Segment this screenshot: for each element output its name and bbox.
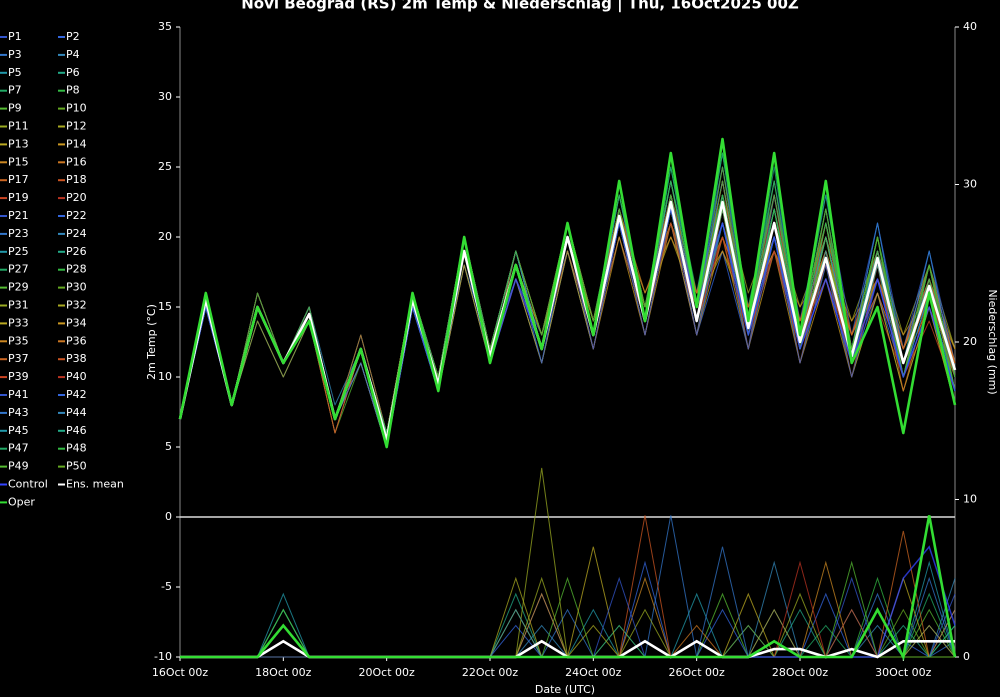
- legend-label: P8: [66, 84, 80, 97]
- legend-label: P33: [8, 316, 29, 329]
- precip-line: [180, 515, 955, 658]
- legend-label: P50: [66, 460, 87, 473]
- legend-label: P31: [8, 299, 29, 312]
- y2-tick-label: 20: [963, 335, 977, 348]
- x-tick-label: 26Oct 00z: [669, 666, 726, 679]
- legend-label: P38: [66, 352, 87, 365]
- legend-label: P39: [8, 370, 29, 383]
- legend-label: P45: [8, 424, 29, 437]
- legend-label: P11: [8, 120, 29, 133]
- legend-label: P47: [8, 442, 29, 455]
- precip-line: [180, 515, 957, 661]
- legend-label: Oper: [8, 495, 35, 508]
- x-tick-label: 22Oct 00z: [462, 666, 519, 679]
- legend-label: P18: [66, 173, 87, 186]
- legend-label: P6: [66, 66, 80, 79]
- y2-tick-label: 0: [963, 650, 970, 663]
- legend-label: P20: [66, 191, 87, 204]
- legend-label: P13: [8, 137, 29, 150]
- y-tick-label: 35: [158, 20, 172, 33]
- legend-label: P27: [8, 263, 29, 276]
- x-tick-label: 18Oct 00z: [255, 666, 312, 679]
- temp-line: [178, 200, 957, 442]
- legend-label: P48: [66, 442, 87, 455]
- precip-line: [180, 515, 956, 658]
- legend-label: P24: [66, 227, 87, 240]
- legend-label: P34: [66, 316, 87, 329]
- temp-line: [178, 137, 957, 449]
- legend-label: P14: [66, 137, 87, 150]
- legend-label: P22: [66, 209, 87, 222]
- x-tick-label: 30Oct 00z: [875, 666, 932, 679]
- legend-label: P7: [8, 84, 22, 97]
- y-tick-label: 5: [165, 440, 172, 453]
- legend-label: P44: [66, 406, 87, 419]
- y-tick-label: -5: [161, 580, 172, 593]
- y2-axis-label: Niederschlag (mm): [986, 289, 999, 394]
- legend-label: P10: [66, 102, 87, 115]
- y2-tick-label: 10: [963, 493, 977, 506]
- legend-label: P19: [8, 191, 29, 204]
- legend-label: Ens. mean: [66, 478, 124, 491]
- y-axis-label: 2m Temp (°C): [145, 304, 158, 380]
- legend-label: P28: [66, 263, 87, 276]
- legend-label: P32: [66, 299, 87, 312]
- y2-tick-label: 40: [963, 20, 977, 33]
- legend-label: P25: [8, 245, 29, 258]
- legend-label: P23: [8, 227, 29, 240]
- legend-label: P26: [66, 245, 87, 258]
- legend-label: P15: [8, 155, 29, 168]
- legend-label: P1: [8, 30, 22, 43]
- legend-label: P3: [8, 48, 22, 61]
- legend-label: P49: [8, 460, 29, 473]
- legend-label: P17: [8, 173, 29, 186]
- legend-label: P4: [66, 48, 80, 61]
- legend-label: Control: [8, 478, 48, 491]
- legend-label: P21: [8, 209, 29, 222]
- legend-label: P12: [66, 120, 87, 133]
- x-tick-label: 28Oct 00z: [772, 666, 829, 679]
- x-tick-label: 24Oct 00z: [565, 666, 622, 679]
- y-tick-label: 0: [165, 510, 172, 523]
- legend-label: P35: [8, 334, 29, 347]
- legend-label: P29: [8, 281, 29, 294]
- y-tick-label: 10: [158, 370, 172, 383]
- y2-tick-label: 30: [963, 178, 977, 191]
- chart-title: Novi Beograd (RS) 2m Temp & Niederschlag…: [241, 0, 799, 14]
- x-axis-label: Date (UTC): [535, 683, 595, 696]
- precip-line: [180, 576, 956, 658]
- legend-label: P2: [66, 30, 80, 43]
- legend-label: P40: [66, 370, 87, 383]
- legend-label: P5: [8, 66, 22, 79]
- precip-line: [180, 467, 955, 658]
- legend-label: P9: [8, 102, 22, 115]
- y-tick-label: 20: [158, 230, 172, 243]
- y-tick-label: 25: [158, 160, 172, 173]
- legend-label: P37: [8, 352, 29, 365]
- x-tick-label: 20Oct 00z: [359, 666, 416, 679]
- legend-label: P16: [66, 155, 87, 168]
- legend-label: P42: [66, 388, 87, 401]
- precip-line: [180, 530, 955, 658]
- legend-label: P30: [66, 281, 87, 294]
- legend-label: P46: [66, 424, 87, 437]
- legend-label: P43: [8, 406, 29, 419]
- legend-label: P41: [8, 388, 29, 401]
- y-tick-label: 30: [158, 90, 172, 103]
- y-tick-label: -10: [154, 650, 172, 663]
- y-tick-label: 15: [158, 300, 172, 313]
- legend-label: P36: [66, 334, 87, 347]
- x-tick-label: 16Oct 00z: [152, 666, 209, 679]
